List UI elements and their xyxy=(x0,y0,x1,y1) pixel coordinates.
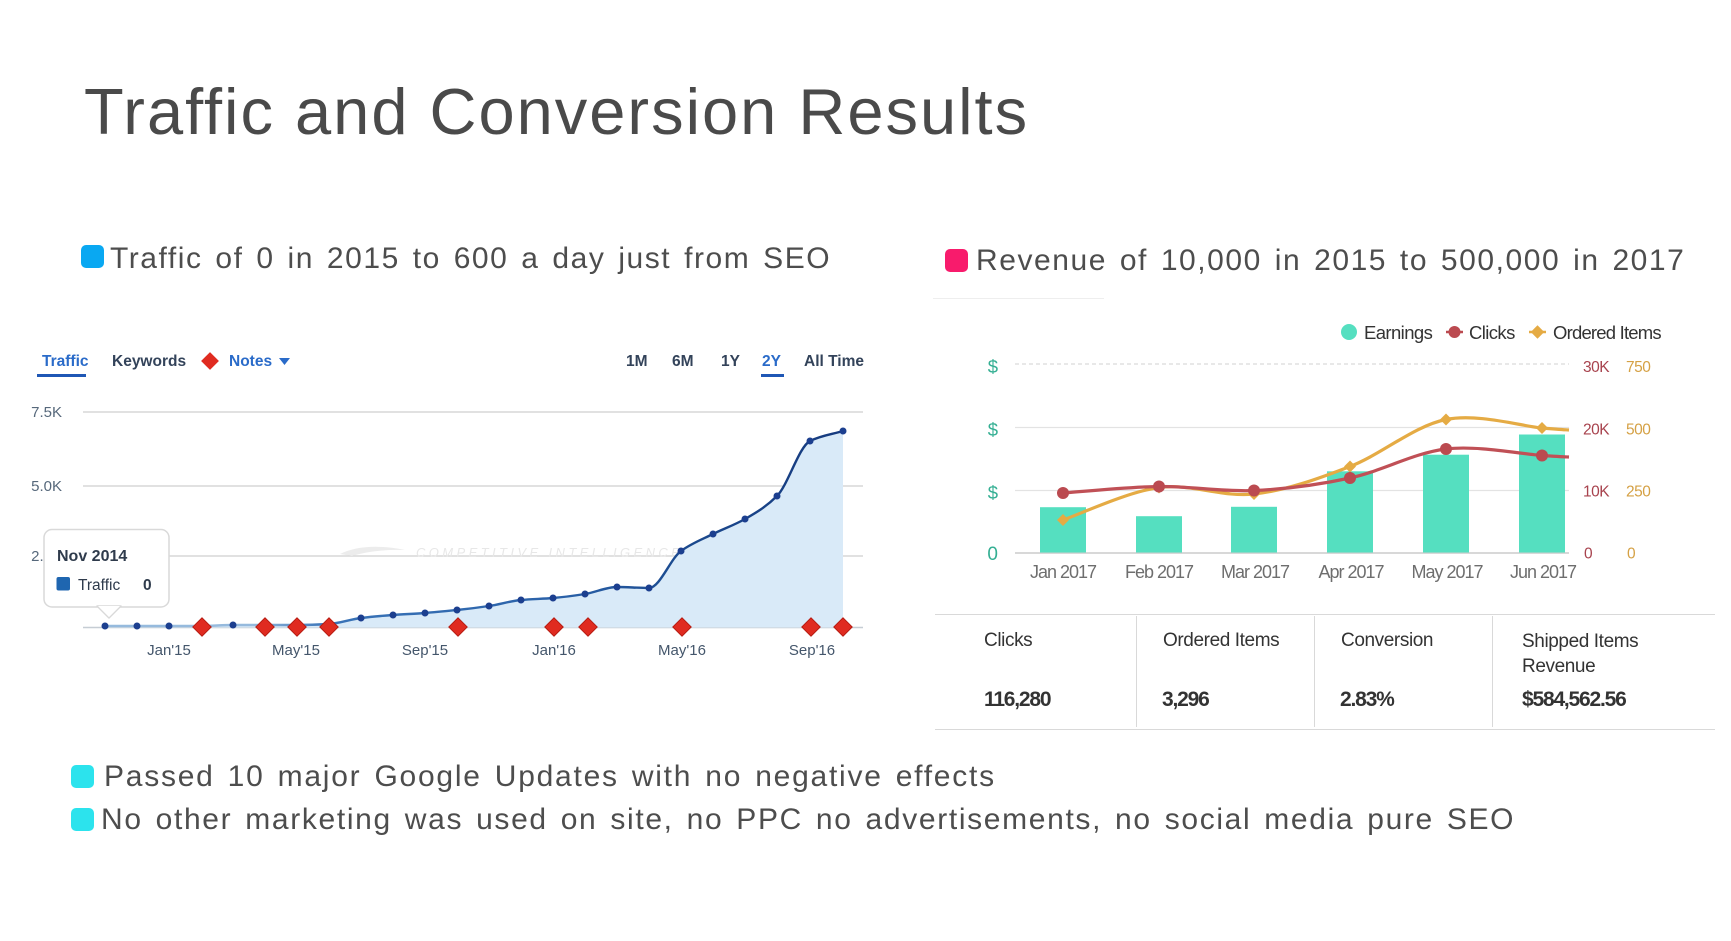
svg-text:7.5K: 7.5K xyxy=(31,404,62,421)
svg-text:0: 0 xyxy=(987,544,998,565)
svg-text:Traffic: Traffic xyxy=(42,353,89,370)
svg-text:May'15: May'15 xyxy=(272,642,320,659)
svg-text:Mar 2017: Mar 2017 xyxy=(1221,562,1290,582)
svg-text:Traffic: Traffic xyxy=(78,577,120,594)
svg-text:May'16: May'16 xyxy=(658,642,706,659)
svg-text:$: $ xyxy=(988,419,998,440)
svg-text:Sep'16: Sep'16 xyxy=(789,642,835,659)
svg-text:5.0K: 5.0K xyxy=(31,478,62,495)
svg-text:May 2017: May 2017 xyxy=(1411,562,1483,582)
svg-text:Jan'16: Jan'16 xyxy=(532,642,576,659)
svg-text:750: 750 xyxy=(1626,359,1651,376)
svg-text:Clicks: Clicks xyxy=(1469,322,1515,343)
svg-text:0: 0 xyxy=(1584,546,1593,563)
svg-text:Jan'15: Jan'15 xyxy=(147,642,191,659)
svg-text:Jun 2017: Jun 2017 xyxy=(1510,562,1577,582)
svg-text:$: $ xyxy=(988,356,998,377)
svg-text:250: 250 xyxy=(1626,484,1651,501)
svg-text:0: 0 xyxy=(143,577,152,594)
svg-text:Jan 2017: Jan 2017 xyxy=(1030,562,1097,582)
svg-text:2Y: 2Y xyxy=(762,353,782,370)
svg-text:10K: 10K xyxy=(1583,484,1610,501)
svg-text:Keywords: Keywords xyxy=(112,353,186,370)
svg-text:Sep'15: Sep'15 xyxy=(402,642,448,659)
svg-text:1Y: 1Y xyxy=(721,353,741,370)
svg-text:500: 500 xyxy=(1626,422,1651,439)
svg-text:Earnings: Earnings xyxy=(1364,322,1433,343)
svg-text:All Time: All Time xyxy=(804,353,864,370)
svg-text:Ordered Items: Ordered Items xyxy=(1553,322,1661,343)
svg-text:0: 0 xyxy=(1627,546,1636,563)
svg-text:20K: 20K xyxy=(1583,422,1610,439)
svg-text:1M: 1M xyxy=(626,353,648,370)
svg-text:$: $ xyxy=(988,482,998,503)
svg-text:6M: 6M xyxy=(672,353,694,370)
svg-text:Feb 2017: Feb 2017 xyxy=(1125,562,1194,582)
svg-text:30K: 30K xyxy=(1583,359,1610,376)
svg-text:Apr 2017: Apr 2017 xyxy=(1318,562,1384,582)
svg-text:COMPETITIVE INTELLIGENCE: COMPETITIVE INTELLIGENCE xyxy=(416,545,683,560)
svg-text:Notes: Notes xyxy=(229,353,272,370)
svg-text:Nov 2014: Nov 2014 xyxy=(57,548,127,565)
